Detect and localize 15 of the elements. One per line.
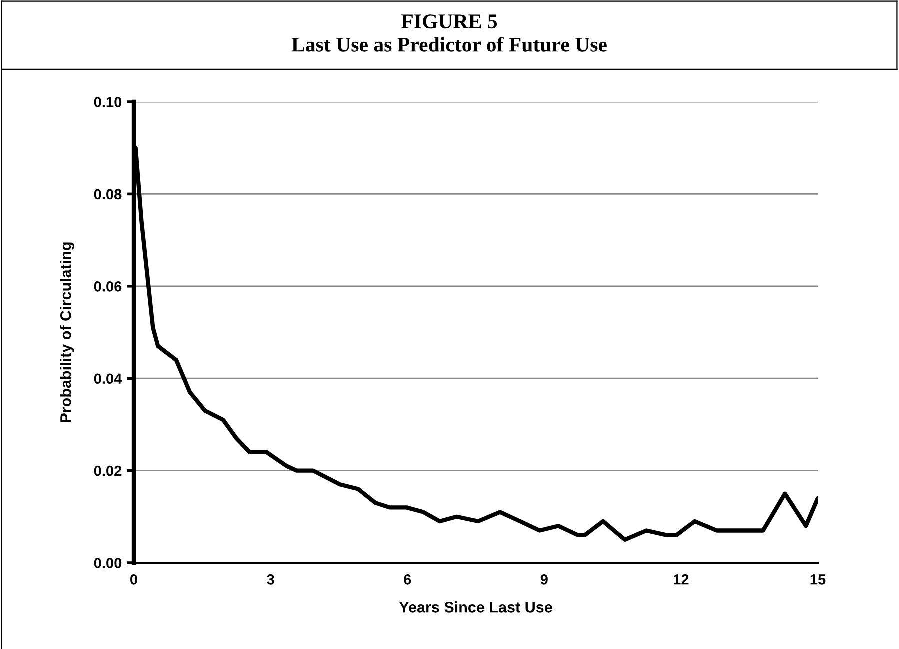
- y-axis-title: Probability of Circulating: [60, 242, 74, 422]
- x-tick-label: 6: [404, 574, 412, 585]
- x-axis-title: Years Since Last Use: [399, 602, 552, 613]
- x-tick-label: 0: [130, 574, 138, 585]
- x-tick-label: 3: [267, 574, 274, 585]
- y-tick-label: 0.08: [94, 189, 122, 200]
- y-tick-label: 0.02: [94, 466, 122, 476]
- x-tick-label: 15: [810, 574, 826, 585]
- y-tick-label: 0.04: [94, 374, 122, 384]
- chart-title: FIGURE 5 Last Use as Predictor of Future Use: [292, 14, 607, 52]
- y-tick-label: 0.10: [94, 97, 122, 108]
- x-tick-label: 12: [674, 574, 689, 585]
- y-tick-label: 0.00: [94, 558, 122, 568]
- y-tick-label: 0.06: [94, 282, 122, 292]
- x-tick-label: 9: [540, 574, 548, 585]
